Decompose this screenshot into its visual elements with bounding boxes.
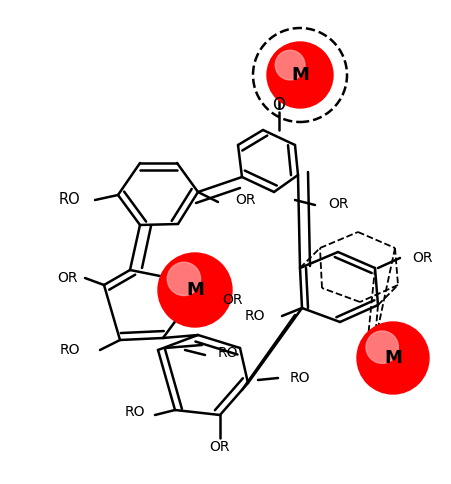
Text: RO: RO xyxy=(290,371,310,385)
Circle shape xyxy=(366,331,398,363)
Circle shape xyxy=(158,253,232,327)
Text: OR: OR xyxy=(210,440,230,454)
Text: OR: OR xyxy=(328,197,349,211)
Text: RO: RO xyxy=(60,343,80,357)
Text: O: O xyxy=(272,96,285,114)
Text: M: M xyxy=(186,281,204,299)
Circle shape xyxy=(267,42,333,108)
Text: OR: OR xyxy=(222,293,243,307)
Text: RO: RO xyxy=(125,405,145,419)
Text: OR: OR xyxy=(58,271,78,285)
Text: RO: RO xyxy=(218,346,239,360)
Text: M: M xyxy=(384,349,402,367)
Circle shape xyxy=(167,262,201,296)
Text: OR: OR xyxy=(412,251,433,265)
Text: OR: OR xyxy=(235,193,256,207)
Circle shape xyxy=(357,322,429,394)
Circle shape xyxy=(275,50,305,80)
Text: RO: RO xyxy=(244,309,265,323)
Text: M: M xyxy=(291,66,309,84)
Text: RO: RO xyxy=(59,193,81,208)
